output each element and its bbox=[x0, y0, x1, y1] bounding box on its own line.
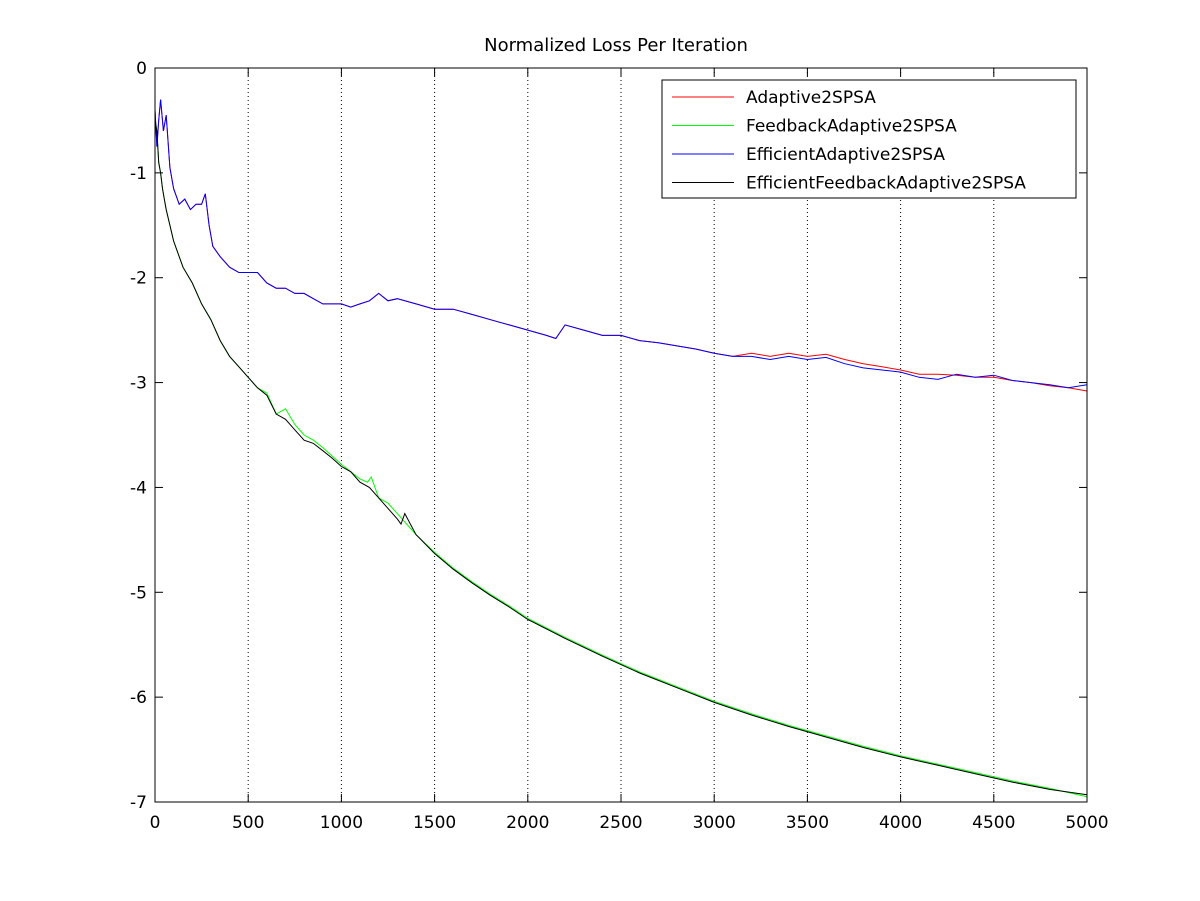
y-tick-label: -7 bbox=[130, 793, 147, 813]
legend-label: Adaptive2SPSA bbox=[746, 88, 876, 108]
x-tick-label: 3500 bbox=[786, 813, 829, 833]
legend-label: FeedbackAdaptive2SPSA bbox=[746, 117, 957, 137]
legend-label: EfficientFeedbackAdaptive2SPSA bbox=[746, 174, 1026, 194]
y-tick-label: -6 bbox=[130, 688, 147, 708]
x-tick-label: 2500 bbox=[599, 813, 642, 833]
y-tick-label: -1 bbox=[130, 164, 147, 184]
chart-title: Normalized Loss Per Iteration bbox=[484, 35, 748, 56]
x-tick-label: 0 bbox=[150, 813, 161, 833]
y-tick-label: -4 bbox=[130, 478, 147, 498]
x-tick-label: 4000 bbox=[879, 813, 922, 833]
series-lines bbox=[154, 99, 1088, 798]
y-tick-label: 0 bbox=[136, 59, 147, 79]
legend-box bbox=[661, 79, 1077, 199]
x-tick-label: 500 bbox=[232, 813, 264, 833]
x-tick-label: 4500 bbox=[972, 813, 1015, 833]
legend-label: EfficientAdaptive2SPSA bbox=[746, 145, 945, 165]
axes: 0 500 1000 1500 2000 2500 3000 3500 4000 4500 5000… bbox=[130, 59, 1109, 833]
x-tick-label: 1500 bbox=[413, 813, 456, 833]
y-tick-label: -3 bbox=[130, 374, 147, 394]
x-tick-label: 3000 bbox=[693, 813, 736, 833]
y-tick-label: -2 bbox=[130, 269, 147, 289]
x-tick-label: 5000 bbox=[1065, 813, 1108, 833]
y-tick-label: -5 bbox=[130, 583, 147, 603]
legend: Adaptive2SPSA FeedbackAdaptive2SPSA Effici… bbox=[661, 79, 1077, 199]
x-tick-label: 1000 bbox=[320, 813, 363, 833]
x-tick-label: 2000 bbox=[506, 813, 549, 833]
series-line bbox=[154, 120, 1088, 796]
series-line bbox=[154, 99, 1088, 389]
